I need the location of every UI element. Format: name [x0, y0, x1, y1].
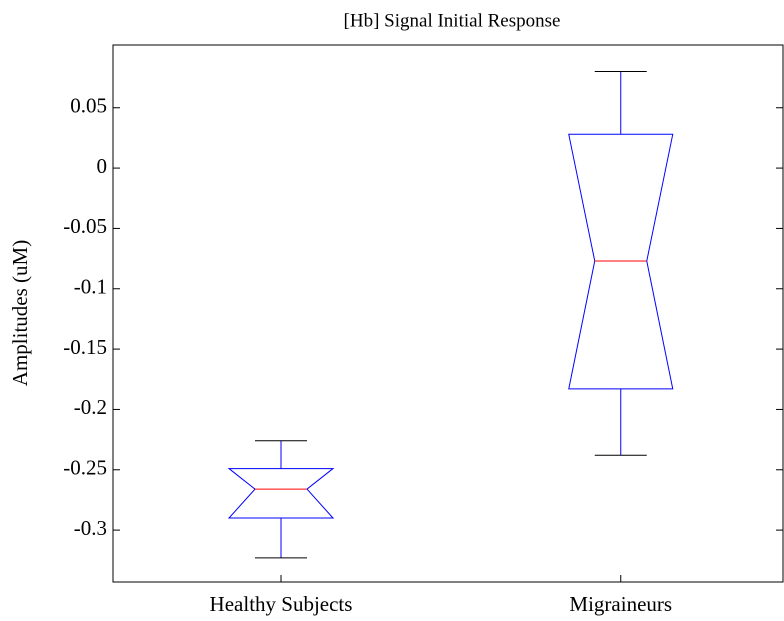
x-tick-label: Migraineurs	[569, 592, 672, 616]
y-tick-label: -0.25	[63, 456, 107, 480]
y-tick-label: -0.05	[63, 214, 107, 238]
y-tick-label: -0.3	[74, 516, 107, 540]
x-tick-label: Healthy Subjects	[210, 592, 353, 616]
y-tick-label: 0.05	[70, 94, 107, 118]
chart-title: [Hb] Signal Initial Response	[344, 10, 561, 31]
box	[227, 468, 335, 519]
plot-frame	[112, 44, 784, 583]
box	[568, 133, 674, 390]
y-tick-label: -0.15	[63, 335, 107, 359]
y-axis-label: Amplitudes (uM)	[8, 240, 32, 386]
y-tick-label: -0.1	[74, 275, 107, 299]
y-tick-label: 0	[97, 154, 108, 178]
y-tick-label: -0.2	[74, 395, 107, 419]
